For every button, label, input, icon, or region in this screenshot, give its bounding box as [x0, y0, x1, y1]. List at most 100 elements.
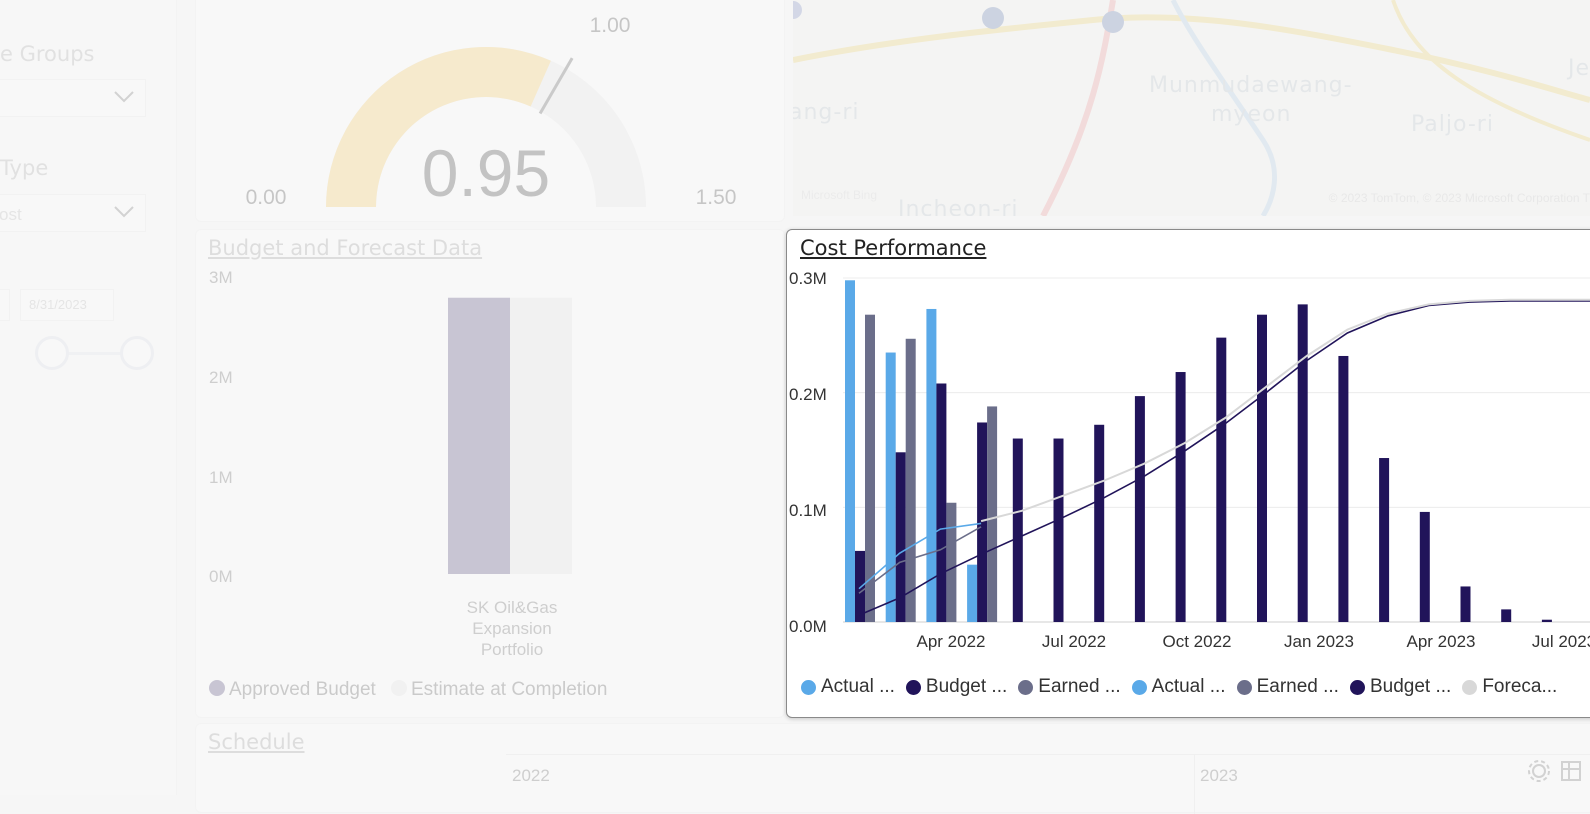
timeline-year-label: 2022 [512, 766, 550, 785]
bar-actual-3[interactable] [967, 564, 978, 622]
bar-budget-7[interactable] [1134, 396, 1145, 622]
schedule-card-title: Schedule [208, 730, 305, 754]
line-earned[interactable] [858, 526, 982, 594]
legend-label: Actual ... [821, 676, 895, 697]
y-tick-label: 0M [209, 567, 233, 586]
bar-budget-6[interactable] [1094, 424, 1105, 622]
bar-actual-1[interactable] [885, 352, 896, 622]
map-place-label: Paljo-ri [1411, 112, 1494, 137]
legend-item-earned-cumulative[interactable]: Earned ... [1236, 676, 1339, 698]
legend-item-actual-cumulative[interactable]: Actual ... [1131, 676, 1226, 698]
legend-item-actual[interactable]: Actual ... [801, 676, 895, 698]
type-dropdown-value: ost [0, 205, 22, 224]
bar-budget-3[interactable] [977, 422, 988, 622]
gauge-min-label: 0.00 [246, 186, 287, 209]
gauge-chart: 0.95 0.00 1.50 1.00 [246, 14, 737, 210]
bar-budget-0[interactable] [855, 550, 865, 622]
bar-budget-1[interactable] [895, 452, 906, 622]
chevron-down-icon [114, 91, 134, 103]
map-place-label: myeon [1211, 102, 1292, 127]
y-tick-label: 0.1M [789, 501, 827, 520]
map-place-label: Munmudaewang- [1149, 73, 1353, 98]
x-tick-label: Apr 2023 [1407, 632, 1476, 651]
bar-earned-0[interactable] [865, 314, 875, 622]
category-label: Expansion [472, 619, 551, 638]
map-place-label: Incheon-ri [898, 197, 1019, 216]
line-actual[interactable] [858, 522, 982, 590]
line-budget[interactable] [858, 300, 1590, 616]
chevron-down-icon [114, 206, 134, 218]
map-roads [793, 0, 1590, 216]
date-slider-end-handle[interactable] [120, 336, 154, 370]
category-label: Portfolio [481, 640, 543, 659]
bar-budget-17[interactable] [1541, 619, 1552, 622]
legend-item-earned[interactable]: Earned ... [1018, 676, 1121, 698]
table-icon[interactable] [1560, 760, 1582, 782]
bar-approved-budget[interactable] [448, 297, 510, 574]
bar-actual-0[interactable] [845, 280, 855, 622]
timeline-year-label: 2023 [1200, 766, 1238, 785]
bar-budget-16[interactable] [1501, 609, 1512, 622]
bar-budget-9[interactable] [1216, 337, 1227, 622]
x-tick-label: Apr 2022 [917, 632, 986, 651]
cost-performance-chart: 0.3M 0.2M 0.1M 0.0M Apr 2022 Jul 2022 Oc… [789, 269, 1590, 651]
legend-item-budget-cumulative[interactable]: Budget ... [1349, 676, 1451, 698]
timeline-divider [1194, 754, 1195, 814]
x-tick-label: Oct 2022 [1163, 632, 1232, 651]
legend-dot [1131, 679, 1147, 695]
budget-chart: 3M 2M 1M 0M SK Oil&Gas Expansion Portfol… [209, 268, 607, 700]
bar-budget-14[interactable] [1419, 511, 1430, 622]
date-slider-track [52, 352, 138, 355]
bar-earned-2[interactable] [946, 502, 957, 622]
gauge-track [326, 47, 646, 207]
legend-label[interactable]: Estimate at Completion [411, 679, 607, 700]
legend-label: Earned ... [1038, 676, 1121, 697]
x-tick-label: Jul 2023 [1532, 632, 1590, 651]
bar-budget-13[interactable] [1379, 458, 1390, 622]
map-visual[interactable]: ang-ri Munmudaewang- myeon Paljo-ri Je I… [793, 0, 1590, 216]
bar-budget-2[interactable] [936, 383, 947, 622]
bar-actual-2[interactable] [926, 308, 937, 622]
highway-shield-icon [1102, 11, 1124, 33]
budget-card-title: Budget and Forecast Data [208, 236, 483, 260]
gauge-target-label: 1.00 [590, 14, 631, 37]
schedule-card[interactable]: Schedule 2022 2023 [195, 723, 1590, 814]
x-tick-label: Jul 2022 [1042, 632, 1106, 651]
date-slider-start-handle[interactable] [35, 336, 69, 370]
legend-dot [1236, 679, 1252, 695]
bar-budget-15[interactable] [1460, 586, 1471, 622]
legend-dot [391, 680, 407, 696]
x-tick-label: Jan 2023 [1284, 632, 1354, 651]
date-start-input[interactable] [0, 289, 10, 321]
bar-budget-5[interactable] [1053, 438, 1064, 622]
legend-item-forecast[interactable]: Foreca... [1462, 676, 1557, 698]
y-tick-label: 0.2M [789, 385, 827, 404]
chart-legend: Actual ... Budget ... Earned ... Actual … [801, 676, 1557, 698]
groups-dropdown[interactable] [0, 79, 146, 117]
legend-dot [905, 679, 921, 695]
gauge-card[interactable]: 0.95 0.00 1.50 1.00 [195, 0, 785, 222]
y-tick-label: 2M [209, 368, 233, 387]
bar-earned-3[interactable] [987, 406, 998, 622]
type-slicer-title: Type [0, 156, 49, 180]
bar-earned-1[interactable] [905, 338, 916, 622]
bar-estimate-at-completion[interactable] [510, 297, 572, 574]
line-foreca[interactable] [980, 298, 1590, 523]
bar-budget-10[interactable] [1257, 314, 1267, 622]
legend-label[interactable]: Approved Budget [229, 679, 377, 700]
bar-budget-8[interactable] [1175, 372, 1186, 622]
bar-budget-12[interactable] [1338, 355, 1349, 622]
gear-icon[interactable] [1526, 758, 1552, 784]
budget-forecast-card[interactable]: Budget and Forecast Data 3M 2M 1M 0M SK … [195, 229, 785, 718]
cost-performance-card[interactable]: Cost Performance 0.3M 0.2M 0.1M 0.0M Apr… [786, 229, 1590, 718]
map-place-label: Je [1568, 56, 1590, 81]
gauge-value: 0.95 [422, 136, 550, 210]
bar-budget-4[interactable] [1012, 438, 1023, 622]
type-dropdown[interactable]: ost [0, 194, 146, 232]
bar-budget-11[interactable] [1297, 304, 1308, 622]
legend-item-budget[interactable]: Budget ... [905, 676, 1007, 698]
groups-slicer-title: e Groups [0, 42, 95, 66]
y-tick-label: 1M [209, 468, 233, 487]
date-end-input[interactable]: 8/31/2023 [20, 289, 114, 321]
legend-dot [801, 679, 816, 695]
